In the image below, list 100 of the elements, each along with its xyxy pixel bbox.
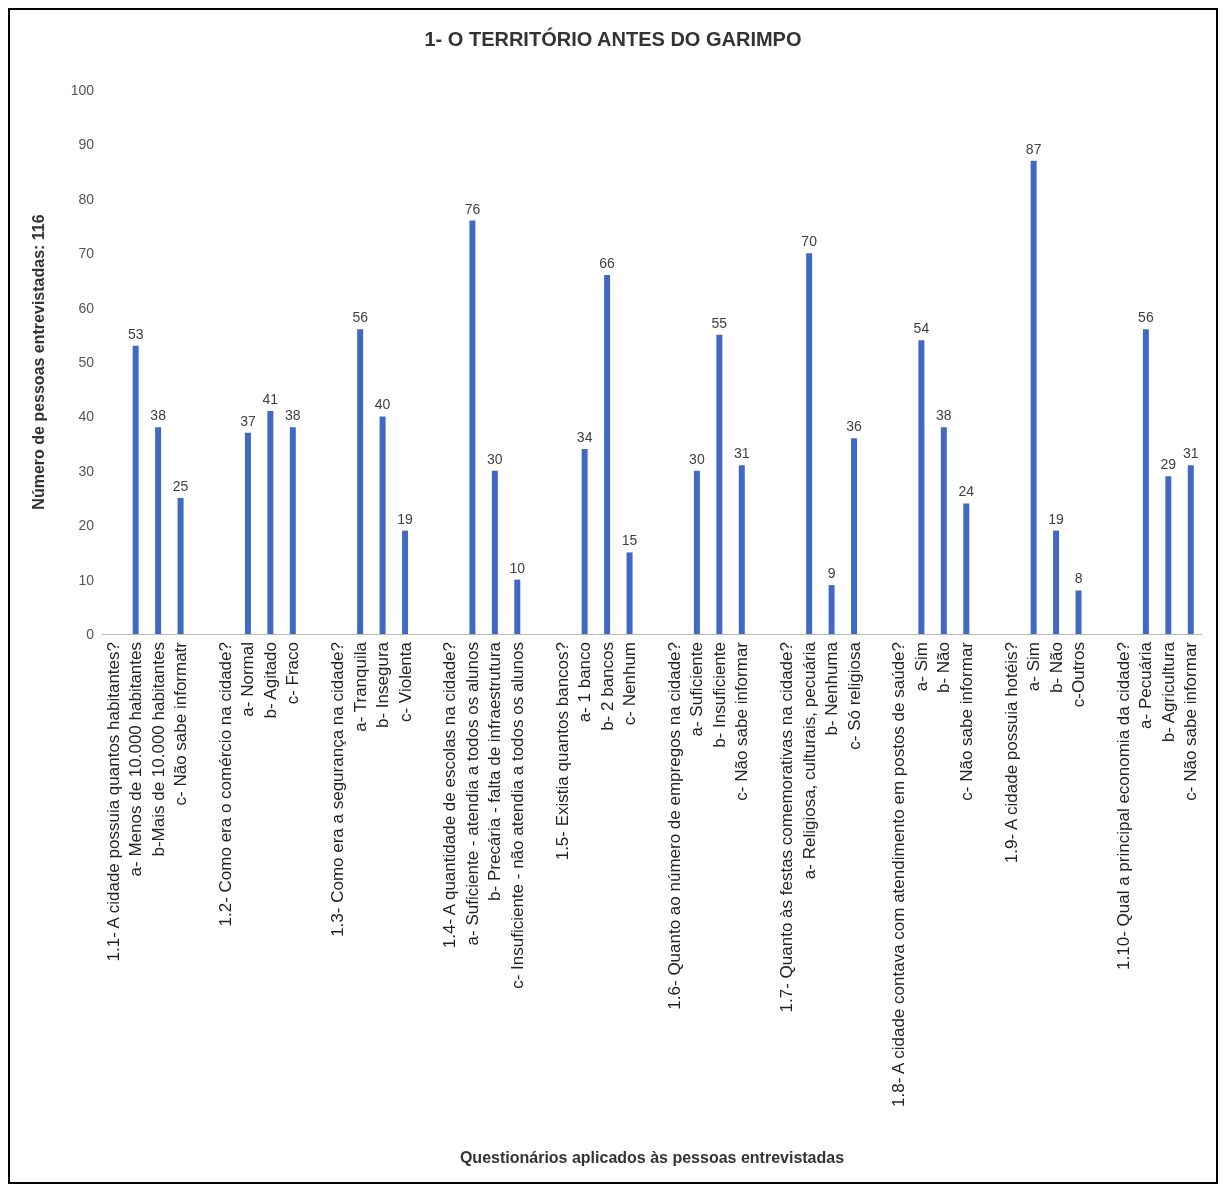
x-tick-label: 1.4- A quantidade de escolas na cidade? xyxy=(440,642,460,949)
data-label: 34 xyxy=(576,429,593,446)
x-tick-label: b- Agricultura xyxy=(1158,641,1178,743)
bar xyxy=(379,416,386,634)
bar xyxy=(604,274,611,634)
bar xyxy=(851,438,858,634)
x-tick-label: a- Menos de 10.000 habitantes xyxy=(126,642,146,877)
x-tick-label: a- Sim xyxy=(911,642,931,692)
data-label: 70 xyxy=(801,233,818,250)
data-label: 8 xyxy=(1074,570,1083,587)
chart-title: 1- O TERRITÓRIO ANTES DO GARIMPO xyxy=(424,27,802,50)
x-tick-label: b- 2 bancos xyxy=(597,642,617,731)
x-tick-label: a- Sim xyxy=(1024,642,1044,692)
bar xyxy=(289,427,296,634)
y-tick-label: 50 xyxy=(78,354,95,370)
bar xyxy=(1075,590,1082,634)
x-tick-label: c- Violenta xyxy=(395,641,415,723)
bar xyxy=(828,585,835,634)
bar xyxy=(918,340,925,634)
data-label: 56 xyxy=(1138,309,1154,326)
data-label: 10 xyxy=(509,559,526,576)
bar xyxy=(132,345,139,634)
x-tick-label: c- Insuficiente - não atendia a todos os alunos xyxy=(507,642,527,989)
x-tick-label: c- Não sabe informatr xyxy=(171,641,191,806)
x-tick-label: b-Mais de 10.000 habitantes xyxy=(148,642,168,857)
x-tick-label: 1.6- Quanto ao número de empregos na cidade? xyxy=(664,642,684,1010)
y-tick-label: 30 xyxy=(78,462,95,479)
x-tick-label: a- Suficiente - atendia a todos os alunos xyxy=(462,642,482,946)
data-label: 38 xyxy=(150,407,167,424)
bar xyxy=(940,427,947,634)
bar xyxy=(402,530,409,634)
x-tick-label: b- Agitado xyxy=(260,642,280,719)
x-tick-label: c- Não sabe informar xyxy=(1181,641,1201,801)
x-tick-label: 1.10- Qual a principal economia da cidade? xyxy=(1113,642,1133,970)
bar xyxy=(357,329,364,634)
x-tick-label: c- Só religiosa xyxy=(844,641,864,750)
bar xyxy=(806,253,813,634)
x-tick-label: c- Fraco xyxy=(283,642,303,705)
x-tick-label: a- 1 banco xyxy=(575,642,595,723)
data-label: 66 xyxy=(599,254,616,271)
x-tick-label: 1.3- Como era a segurança na cidade? xyxy=(328,642,348,937)
data-label: 37 xyxy=(240,412,256,429)
data-label: 55 xyxy=(711,314,728,331)
x-tick-label: a- Suficiente xyxy=(687,642,707,737)
data-label: 19 xyxy=(397,510,414,527)
bar xyxy=(716,334,723,634)
bar xyxy=(738,465,745,634)
data-label: 36 xyxy=(846,418,863,435)
y-tick-label: 70 xyxy=(78,245,95,262)
data-label: 15 xyxy=(621,532,638,549)
data-label: 41 xyxy=(262,390,279,407)
data-label: 53 xyxy=(127,325,144,342)
x-tick-label: 1.9- A cidade possuia hotéis? xyxy=(1001,642,1021,864)
bar xyxy=(244,432,251,634)
bar xyxy=(469,220,476,634)
y-tick-label: 20 xyxy=(78,517,95,534)
x-tick-label: c- Não sabe informar xyxy=(956,641,976,801)
bar xyxy=(626,552,633,634)
x-tick-label: b- Insegura xyxy=(373,641,393,728)
bar xyxy=(1053,530,1060,634)
bar xyxy=(963,503,970,634)
x-tick-label: a- Tranquila xyxy=(350,641,370,732)
x-tick-label: b- Não xyxy=(934,642,954,694)
bar xyxy=(155,427,162,634)
x-tick-label: c- Nenhum xyxy=(620,642,640,726)
bar xyxy=(267,410,274,634)
x-tick-label: b- Insuficiente xyxy=(709,642,729,748)
bar xyxy=(581,449,588,634)
bar xyxy=(1030,160,1037,634)
x-tick-label: b- Nenhuma xyxy=(822,641,842,736)
data-label: 40 xyxy=(374,396,391,413)
x-tick-label: 1.8- A cidade contava com atendimento em postos de saúde? xyxy=(889,642,909,1107)
data-label: 54 xyxy=(913,320,930,337)
data-label: 25 xyxy=(172,478,189,494)
data-label: 9 xyxy=(827,565,836,582)
bar xyxy=(1165,476,1172,634)
bar xyxy=(491,470,498,634)
x-tick-label: 1.1- A cidade possuia quantos habitantes? xyxy=(103,642,123,962)
bar xyxy=(514,579,521,634)
bar xyxy=(693,470,700,634)
x-tick-label: a- Religiosa, culturais, pecuária xyxy=(799,641,819,880)
x-tick-label: a- Normal xyxy=(238,642,258,717)
y-tick-label: 0 xyxy=(86,626,95,642)
data-label: 31 xyxy=(734,445,750,462)
data-label: 38 xyxy=(285,407,301,424)
data-label: 29 xyxy=(1160,456,1177,473)
y-axis-title: Número de pessoas entrevistadas: 116 xyxy=(29,214,47,510)
data-label: 30 xyxy=(689,450,705,467)
y-tick-label: 40 xyxy=(78,408,95,425)
data-label: 76 xyxy=(464,200,481,217)
x-axis-title: Questionários aplicados às pessoas entrevistadas xyxy=(459,1148,845,1166)
y-tick-label: 90 xyxy=(78,136,95,153)
bar xyxy=(177,498,184,634)
data-label: 24 xyxy=(958,483,975,500)
data-label: 30 xyxy=(487,450,503,467)
data-label: 19 xyxy=(1048,510,1065,527)
x-tick-label: c- Não sabe informar xyxy=(732,641,752,801)
y-tick-label: 10 xyxy=(78,571,95,588)
data-label: 56 xyxy=(352,309,369,326)
x-tick-label: b- Precária - falta de infraestrutura xyxy=(485,641,505,901)
